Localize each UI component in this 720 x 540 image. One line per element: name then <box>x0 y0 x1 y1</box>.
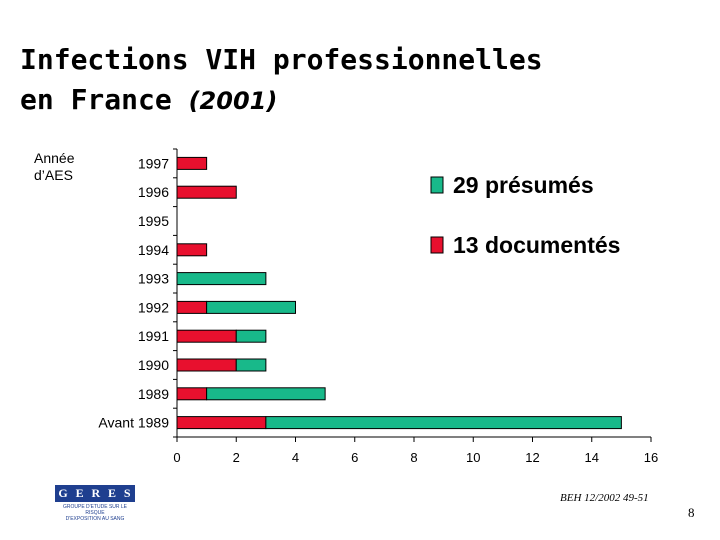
category-label: 1994 <box>138 242 169 258</box>
bar-documented <box>176 387 208 401</box>
bar-presumed <box>235 329 267 343</box>
category-label: 1992 <box>138 299 169 315</box>
x-tick-label: 14 <box>585 450 599 465</box>
bar-presumed <box>235 358 267 372</box>
legend-documented-swatch <box>430 236 444 254</box>
bar-documented <box>176 329 237 343</box>
bar-documented <box>176 358 237 372</box>
x-tick-label: 6 <box>351 450 358 465</box>
bar-documented <box>176 185 237 199</box>
title-line-1: Infections VIH professionnelles <box>20 43 543 76</box>
logo-subtitle: GROUPE D'ETUDE SUR LE RISQUE D'EXPOSITIO… <box>55 504 135 522</box>
logo-letter: G <box>58 486 69 500</box>
logo-letter: E <box>107 486 117 500</box>
category-label: 1996 <box>138 184 169 200</box>
bar-documented <box>176 243 208 257</box>
logo-letter: E <box>75 486 85 500</box>
geres-logo-bar: G E R E S <box>55 485 135 502</box>
x-tick-label: 16 <box>644 450 658 465</box>
bar-documented <box>176 416 267 430</box>
chart-title: Infections VIH professionnelles en Franc… <box>20 40 543 121</box>
geres-logo: G E R E S GROUPE D'ETUDE SUR LE RISQUE D… <box>55 485 135 522</box>
x-tick-label: 8 <box>410 450 417 465</box>
category-label: 1997 <box>138 155 169 171</box>
title-year: (2001) <box>188 87 278 115</box>
category-label: Avant 1989 <box>98 415 169 431</box>
y-axis-label-line-2: d’AES <box>34 167 73 183</box>
category-label: 1989 <box>138 386 169 402</box>
reference-citation: BEH 12/2002 49-51 <box>560 492 649 504</box>
bar-documented <box>176 156 208 170</box>
category-label: 1991 <box>138 328 169 344</box>
category-label: 1993 <box>138 271 169 287</box>
logo-letter: R <box>91 486 102 500</box>
y-axis-label-line-1: Année <box>34 150 75 166</box>
bar-presumed <box>206 300 296 314</box>
x-tick-label: 4 <box>292 450 299 465</box>
bar-presumed <box>206 387 326 401</box>
legend-presumed-label: 29 présumés <box>453 172 594 198</box>
logo-letter: S <box>123 486 132 500</box>
y-axis-label: Année d’AES <box>34 150 74 184</box>
bar-documented <box>176 300 208 314</box>
legend-presumed-swatch <box>430 176 444 194</box>
x-tick-label: 0 <box>173 450 180 465</box>
bar-presumed <box>176 272 267 286</box>
title-line-2-text: en France <box>20 83 172 116</box>
category-label: 1995 <box>138 213 169 229</box>
bar-presumed <box>265 416 622 430</box>
category-label: 1990 <box>138 357 169 373</box>
x-tick-label: 2 <box>233 450 240 465</box>
logo-subtitle-line-2: D'EXPOSITION AU SANG <box>65 516 125 522</box>
legend-documented-label: 13 documentés <box>453 232 620 258</box>
title-line-2: en France (2001) <box>20 80 543 121</box>
logo-subtitle-line-1: GROUPE D'ETUDE SUR LE RISQUE <box>62 504 128 516</box>
page-number: 8 <box>688 505 695 520</box>
x-tick-label: 12 <box>525 450 539 465</box>
x-tick-label: 10 <box>466 450 480 465</box>
